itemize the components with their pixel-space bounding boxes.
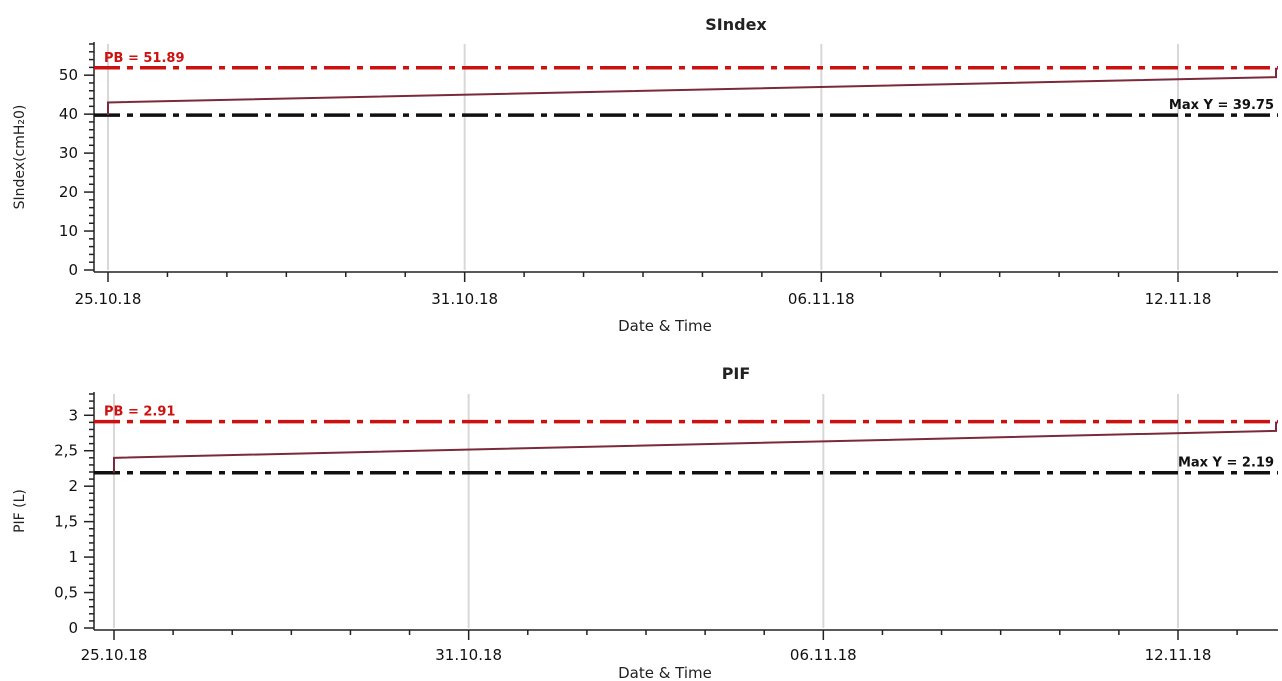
x-tick-label: 25.10.18 [75,290,142,308]
y-tick-label: 0 [68,261,78,279]
y-tick-label: 0,5 [54,584,78,602]
series-line [107,67,1277,116]
x-axis-label: Date & Time [618,664,712,681]
x-tick-label: 25.10.18 [81,646,148,664]
y-tick-label: 2 [68,477,78,495]
y-tick-label: 0 [68,619,78,637]
pb-label: PB = 51.89 [104,51,185,66]
chart-1: PIF 0 0,5 1 1,5 2 2,5 3 25.10.18 31.10.18 06.11.18… [12,364,1278,681]
y-tick-label: 50 [59,66,78,84]
y-tick-label: 3 [68,406,78,424]
chart-title: PIF [722,364,751,383]
max-y-label: Max Y = 2.19 [1178,456,1274,471]
x-tick-label: 12.11.18 [1145,290,1212,308]
y-tick-label: 2,5 [54,442,78,460]
series-line [113,421,1277,473]
y-tick-label: 1,5 [54,513,78,531]
y-tick-label: 20 [59,183,78,201]
x-axis-label: Date & Time [618,317,712,335]
y-tick-label: 40 [59,105,78,123]
x-tick-label: 06.11.18 [788,290,855,308]
y-tick-label: 30 [59,144,78,162]
x-tick-label: 06.11.18 [790,646,857,664]
y-tick-label: 10 [59,222,78,240]
chart-0: SIndex 0 10 20 30 40 50 25.10.18 31.10.18 06.11.1… [12,15,1278,335]
y-tick-label: 1 [68,548,78,566]
chart-title: SIndex [705,15,767,34]
y-axis-label: SIndex(cmH₂0) [12,105,28,210]
x-tick-label: 31.10.18 [431,290,498,308]
max-y-label: Max Y = 39.75 [1169,98,1274,113]
x-tick-label: 12.11.18 [1145,646,1212,664]
y-axis-label: PIF (L) [12,489,28,533]
pb-label: PB = 2.91 [104,405,175,420]
x-tick-label: 31.10.18 [435,646,502,664]
